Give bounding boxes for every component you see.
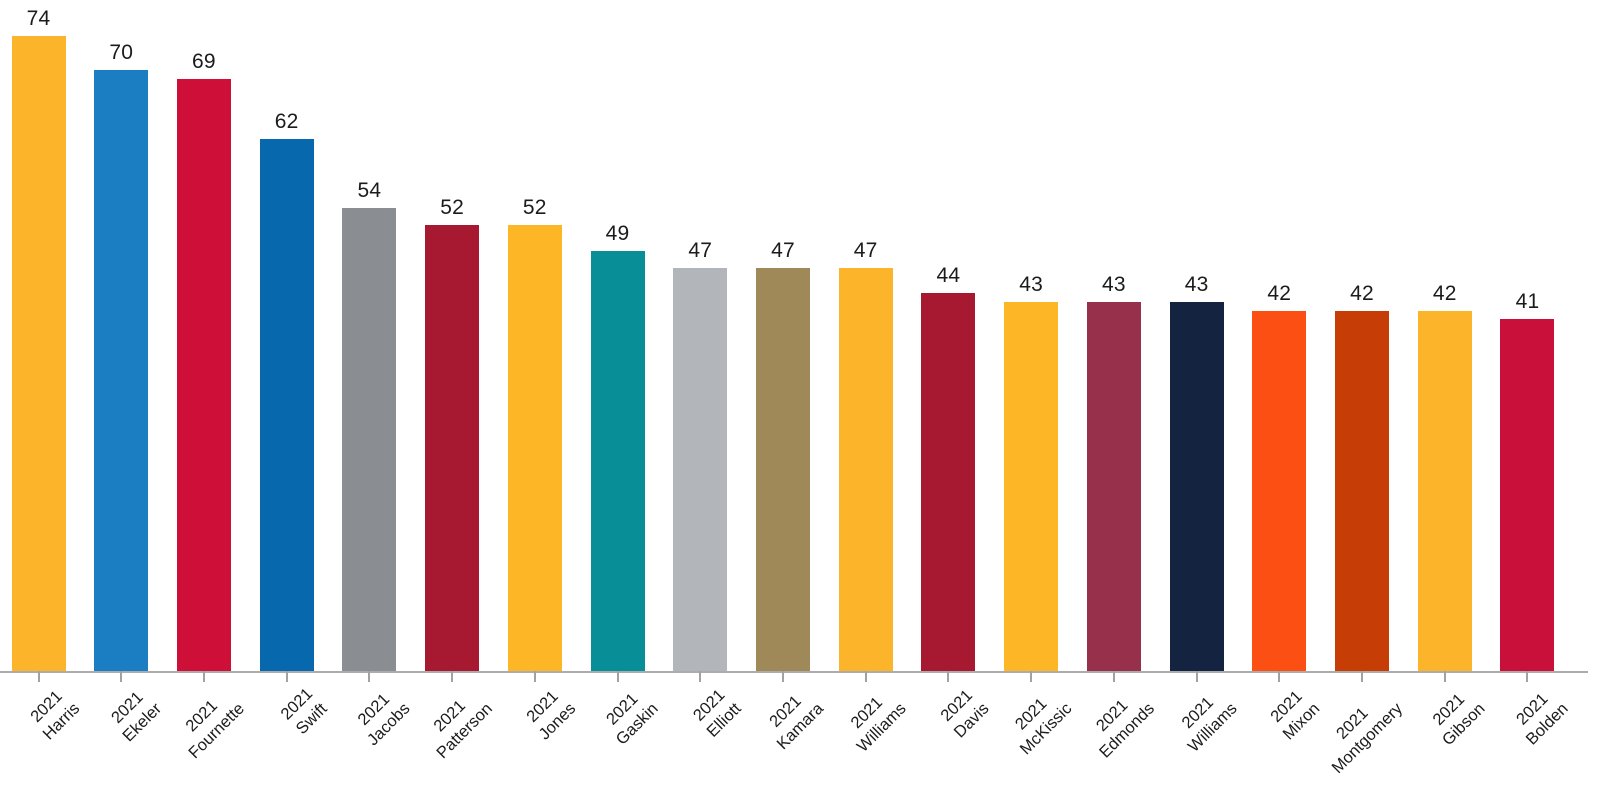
bar-jones xyxy=(507,225,562,671)
bar-gaskin xyxy=(590,251,645,671)
x-axis-tick-fournette xyxy=(202,671,205,682)
x-axis-line xyxy=(0,671,1588,673)
bar-value-label-patterson: 52 xyxy=(440,196,464,219)
bar-value-label-mckissic: 43 xyxy=(1019,273,1043,296)
x-tick-label-mixon: 2021 Mixon xyxy=(1264,684,1325,745)
bar-value-label-harris: 74 xyxy=(26,7,51,30)
bar-value-label-ekeler: 70 xyxy=(109,41,134,64)
x-tick-label-kamara: 2021 Kamara xyxy=(758,684,829,755)
x-axis-tick-jacobs xyxy=(368,671,371,682)
x-axis-tick-williams xyxy=(1195,671,1198,682)
bar-williams xyxy=(1169,302,1224,671)
x-tick-label-swift: 2021 Swift xyxy=(277,684,333,740)
x-tick-label-mckissic: 2021 McKissic xyxy=(1001,684,1077,760)
bar-harris xyxy=(11,36,66,671)
bar-value-label-gaskin: 49 xyxy=(605,222,630,245)
bar-value-label-swift: 62 xyxy=(274,110,299,133)
bar-kamara xyxy=(755,268,810,671)
bar-montgomery xyxy=(1335,311,1390,671)
bar-patterson xyxy=(425,225,480,671)
bar-williams xyxy=(838,268,893,671)
x-axis-tick-williams xyxy=(864,671,867,682)
bar-bolden xyxy=(1500,319,1555,671)
bar-ekeler xyxy=(94,70,149,671)
x-axis-tick-harris xyxy=(37,671,40,682)
bar-value-label-elliott: 47 xyxy=(688,239,713,262)
x-axis-tick-jones xyxy=(533,671,536,682)
x-axis-tick-montgomery xyxy=(1361,671,1364,682)
x-axis-tick-patterson xyxy=(451,671,454,682)
x-tick-label-patterson: 2021 Patterson xyxy=(418,684,498,764)
bar-value-label-williams: 47 xyxy=(853,239,878,262)
x-tick-label-fournette: 2021 Fournette xyxy=(170,684,250,764)
x-tick-label-jones: 2021 Jones xyxy=(520,684,581,745)
x-tick-label-gaskin: 2021 Gaskin xyxy=(597,684,663,750)
x-axis-tick-davis xyxy=(947,671,950,682)
bar-mixon xyxy=(1252,311,1307,671)
x-tick-label-ekeler: 2021 Ekeler xyxy=(104,684,167,747)
x-tick-label-edmonds: 2021 Edmonds xyxy=(1081,684,1160,763)
bar-edmonds xyxy=(1086,302,1141,671)
bar-elliott xyxy=(673,268,728,671)
bar-gibson xyxy=(1417,311,1472,671)
bar-value-label-montgomery: 42 xyxy=(1350,282,1374,305)
x-tick-label-harris: 2021 Harris xyxy=(23,684,84,745)
bar-davis xyxy=(921,293,976,671)
bar-value-label-gibson: 42 xyxy=(1432,282,1457,305)
x-axis-tick-mckissic xyxy=(1030,671,1033,682)
x-axis-tick-gaskin xyxy=(616,671,619,682)
x-tick-label-williams: 2021 Williams xyxy=(838,684,911,757)
bar-value-label-kamara: 47 xyxy=(771,239,795,262)
x-axis-tick-elliott xyxy=(699,671,702,682)
bar-jacobs xyxy=(342,208,397,671)
x-axis-tick-gibson xyxy=(1443,671,1446,682)
bar-value-label-bolden: 41 xyxy=(1515,290,1540,313)
bar-value-label-mixon: 42 xyxy=(1267,282,1292,305)
x-axis-tick-swift xyxy=(285,671,288,682)
x-tick-label-jacobs: 2021 Jacobs xyxy=(348,684,415,751)
x-tick-label-williams: 2021 Williams xyxy=(1169,684,1242,757)
bar-value-label-jacobs: 54 xyxy=(357,179,382,202)
x-axis-tick-ekeler xyxy=(120,671,123,682)
x-axis-tick-kamara xyxy=(781,671,784,682)
x-tick-label-elliott: 2021 Elliott xyxy=(688,684,746,742)
bar-value-label-davis: 44 xyxy=(936,264,961,287)
x-tick-label-montgomery: 2021 Montgomery xyxy=(1313,684,1408,779)
x-tick-label-bolden: 2021 Bolden xyxy=(1507,684,1573,750)
bar-value-label-jones: 52 xyxy=(522,196,547,219)
bar-value-label-williams: 43 xyxy=(1184,273,1209,296)
x-axis-tick-mixon xyxy=(1278,671,1281,682)
x-axis-tick-edmonds xyxy=(1112,671,1115,682)
bar-value-label-edmonds: 43 xyxy=(1101,273,1126,296)
bar-mckissic xyxy=(1004,302,1059,671)
x-tick-label-gibson: 2021 Gibson xyxy=(1424,684,1491,751)
bar-fournette xyxy=(176,79,231,671)
bar-value-label-fournette: 69 xyxy=(192,50,216,73)
x-axis-tick-bolden xyxy=(1526,671,1529,682)
x-tick-label-davis: 2021 Davis xyxy=(935,684,994,743)
bar-swift xyxy=(259,139,314,671)
